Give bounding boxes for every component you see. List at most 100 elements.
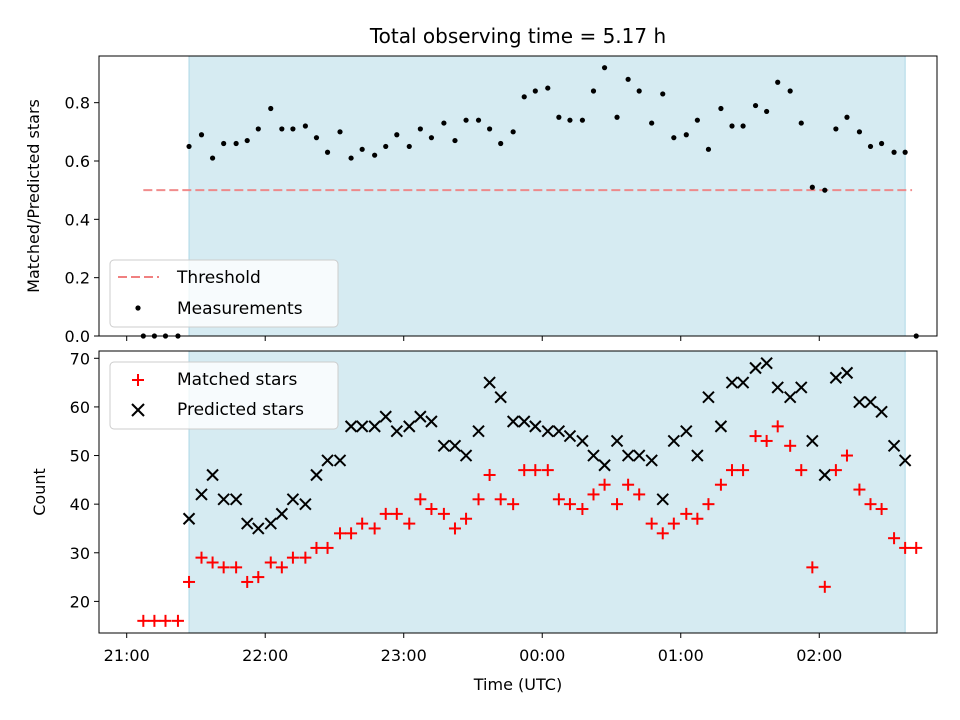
- top-panel: 0.0 0.2 0.4 0.6 0.8 Total observing time = 5…: [24, 24, 938, 346]
- matched-stars-point: [806, 561, 819, 574]
- matched-stars-point: [587, 488, 600, 501]
- predicted-stars-point: [459, 449, 473, 462]
- predicted-stars-point: [576, 434, 589, 448]
- predicted-stars-point: [518, 415, 531, 428]
- predicted-stars-point: [725, 376, 739, 389]
- matched-stars-point: [345, 527, 358, 540]
- top-y-axis-label: Matched/Predicted stars: [24, 99, 43, 293]
- predicted-stars-point: [749, 361, 762, 375]
- predicted-stars-point: [632, 449, 646, 462]
- measurement-point: [233, 140, 239, 147]
- predicted-stars-point: [667, 434, 681, 448]
- matched-stars-point: [518, 464, 531, 477]
- top-y-tick-label: 0.4: [65, 210, 90, 229]
- matched-stars-point: [656, 527, 669, 540]
- matched-stars-point: [633, 488, 646, 501]
- matched-stars-point: [598, 478, 611, 491]
- matched-stars-point: [252, 571, 265, 584]
- legend-threshold-label: Threshold: [176, 268, 261, 288]
- predicted-stars-point: [344, 420, 358, 433]
- bottom-x-ticks: 21:00 22:00 23:00 00:00 01:00 02:00: [104, 633, 842, 665]
- matched-stars-point: [472, 493, 485, 506]
- predicted-stars-point: [494, 390, 507, 404]
- predicted-stars-point: [321, 454, 334, 467]
- matched-stars-point: [840, 449, 853, 462]
- measurement-point: [567, 117, 573, 123]
- predicted-stars-point: [875, 405, 888, 418]
- predicted-stars-point: [299, 497, 312, 511]
- measurement-point: [614, 114, 620, 120]
- measurement-point: [348, 155, 354, 161]
- measurement-point: [705, 146, 712, 152]
- matched-stars-point: [507, 498, 520, 511]
- predicted-stars-point: [552, 425, 566, 438]
- top-axes-frame: [98, 55, 938, 337]
- predicted-stars-point: [529, 420, 542, 433]
- measurement-point: [833, 126, 839, 132]
- top-x-ticks: [126, 336, 820, 341]
- matched-stars-point: [749, 430, 762, 443]
- matched-stars-point: [390, 507, 403, 520]
- predicted-stars-point: [840, 366, 854, 380]
- predicted-stars-point: [680, 425, 693, 438]
- matched-stars-points: [137, 420, 923, 627]
- matched-stars-point: [494, 493, 507, 506]
- top-title: Total observing time = 5.17 h: [369, 24, 666, 48]
- matched-stars-point: [171, 614, 184, 627]
- matched-stars-point: [368, 522, 381, 535]
- predicted-stars-point: [736, 376, 750, 389]
- matched-stars-point: [286, 551, 299, 564]
- matched-stars-point: [460, 512, 473, 525]
- predicted-stars-point: [806, 434, 819, 448]
- matched-stars-point: [299, 551, 312, 564]
- matched-stars-point: [437, 507, 450, 520]
- measurement-point: [694, 117, 700, 123]
- matched-stars-point: [910, 541, 923, 554]
- matched-stars-point: [148, 614, 161, 627]
- measurement-point: [775, 79, 781, 85]
- measurement-point: [878, 140, 885, 147]
- bottom-y-ticks: 20 30 40 50 60 70: [70, 349, 99, 611]
- measurement-point: [822, 187, 828, 193]
- measurement-point: [475, 117, 482, 123]
- measurement-point: [324, 149, 331, 155]
- bottom-y-tick-label: 20: [70, 592, 90, 611]
- top-y-tick-label: 0.6: [65, 152, 90, 171]
- measurement-point: [545, 85, 551, 91]
- predicted-stars-point: [541, 425, 554, 438]
- matched-stars-point: [541, 464, 554, 477]
- predicted-stars-point: [702, 390, 715, 404]
- measurement-point: [844, 114, 850, 120]
- predicted-stars-point: [621, 449, 635, 462]
- measurement-point: [579, 117, 586, 123]
- measurement-point: [787, 88, 793, 94]
- measurement-point: [683, 132, 689, 138]
- matched-stars-point: [875, 503, 888, 516]
- predicted-stars-point: [760, 356, 773, 370]
- matched-stars-point: [680, 507, 693, 520]
- matched-stars-point: [864, 498, 877, 511]
- matched-stars-point: [771, 420, 784, 433]
- predicted-stars-point: [195, 488, 208, 501]
- matched-stars-point: [667, 517, 680, 530]
- measurement-point: [521, 94, 527, 100]
- predicted-stars-point: [333, 454, 347, 467]
- matched-stars-point: [622, 478, 635, 491]
- matched-stars-point: [818, 580, 831, 593]
- predicted-stars-point: [448, 439, 462, 453]
- bottom-x-tick-label: 22:00: [242, 646, 288, 665]
- matched-stars-point: [183, 575, 196, 588]
- measurement-point: [809, 184, 815, 190]
- measurement-point: [452, 137, 458, 144]
- bottom-x-tick-label: 01:00: [658, 646, 704, 665]
- predicted-stars-point: [368, 420, 381, 433]
- matched-stars-point: [379, 507, 392, 520]
- matched-stars-point: [356, 517, 369, 530]
- measurement-point: [510, 129, 516, 135]
- measurement-point: [441, 120, 447, 126]
- matched-stars-point: [888, 532, 901, 545]
- predicted-stars-point: [414, 410, 427, 423]
- measurement-point: [221, 140, 227, 147]
- predicted-stars-point: [437, 439, 451, 453]
